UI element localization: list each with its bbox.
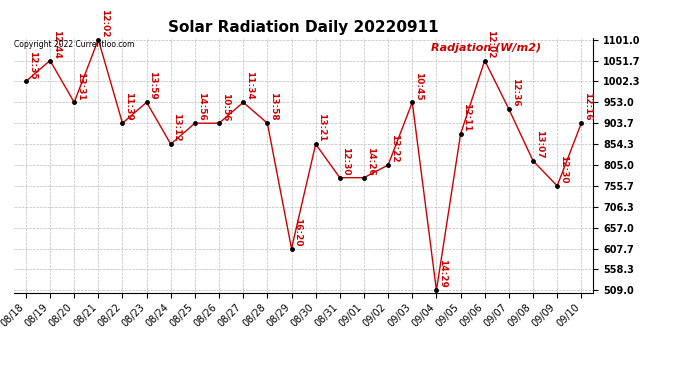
Text: 12:02: 12:02 — [486, 30, 495, 58]
Text: 13:58: 13:58 — [269, 93, 278, 121]
Text: 13:12: 13:12 — [172, 113, 181, 142]
Text: 10:45: 10:45 — [414, 72, 423, 100]
Text: 12:16: 12:16 — [583, 93, 592, 121]
Text: 13:22: 13:22 — [390, 134, 399, 163]
Text: 13:21: 13:21 — [317, 113, 326, 142]
Text: 12:02: 12:02 — [100, 9, 109, 38]
Text: 14:56: 14:56 — [197, 92, 206, 121]
Text: 14:26: 14:26 — [366, 147, 375, 176]
Text: 10:56: 10:56 — [221, 93, 230, 121]
Text: Radjation (W/m2): Radjation (W/m2) — [431, 43, 541, 52]
Text: 11:39: 11:39 — [124, 92, 133, 121]
Text: Copyright 2022 Currentloo.com: Copyright 2022 Currentloo.com — [14, 40, 135, 49]
Text: 12:44: 12:44 — [52, 30, 61, 58]
Text: 16:20: 16:20 — [293, 218, 302, 246]
Text: 12:30: 12:30 — [342, 147, 351, 176]
Text: 13:07: 13:07 — [535, 130, 544, 159]
Text: 13:59: 13:59 — [148, 72, 157, 100]
Text: 13:31: 13:31 — [76, 72, 85, 100]
Text: 12:35: 12:35 — [28, 51, 37, 79]
Text: 12:11: 12:11 — [462, 104, 471, 132]
Text: 11:34: 11:34 — [245, 72, 254, 100]
Text: 12:30: 12:30 — [559, 155, 568, 184]
Title: Solar Radiation Daily 20220911: Solar Radiation Daily 20220911 — [168, 20, 439, 35]
Text: 14:29: 14:29 — [438, 260, 447, 288]
Text: 12:36: 12:36 — [511, 78, 520, 107]
